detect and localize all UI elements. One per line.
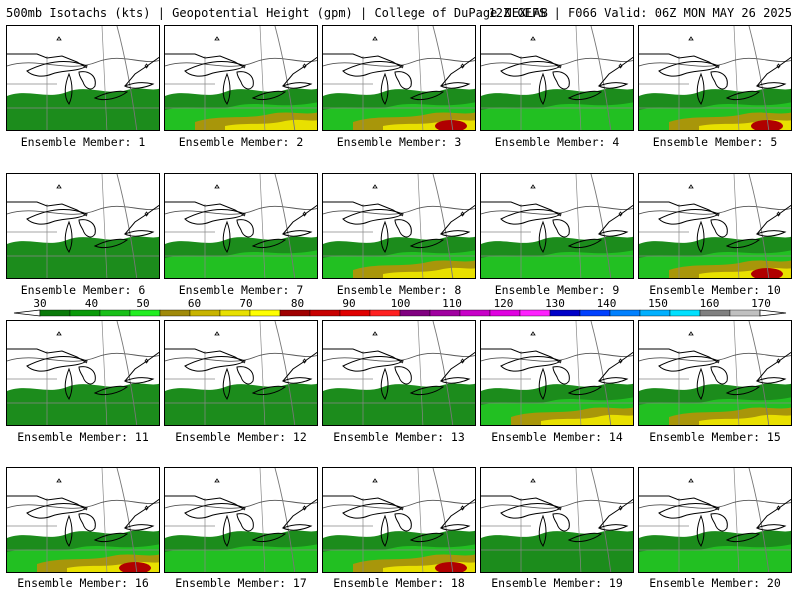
color-scale-swatch [99,309,131,317]
header-title: 500mb Isotachs (kts) | Geopotential Heig… [6,6,548,20]
color-scale-swatch [459,309,491,317]
color-scale-swatch [339,309,371,317]
ensemble-member-map [6,173,160,279]
ensemble-member-caption: Ensemble Member: 3 [336,135,462,149]
map-header: 500mb Isotachs (kts) | Geopotential Heig… [6,6,796,22]
ensemble-member-caption: Ensemble Member: 2 [178,135,304,149]
color-scale-swatch [69,309,101,317]
color-scale-swatch [489,309,521,317]
ensemble-member-map [638,25,792,131]
color-scale-swatch [159,309,191,317]
scale-max-arrow [759,309,787,317]
ensemble-member-caption: Ensemble Member: 13 [333,430,465,444]
ensemble-member-map [6,25,160,131]
ensemble-member-caption: Ensemble Member: 19 [491,576,623,590]
scale-min-arrow [13,309,41,317]
ensemble-member-caption: Ensemble Member: 14 [491,430,623,444]
color-scale-label: 130 [545,297,565,310]
ensemble-member-map [480,467,634,573]
color-scale-swatch [669,309,701,317]
color-scale-swatch [579,309,611,317]
ensemble-member-caption: Ensemble Member: 12 [175,430,307,444]
color-scale-label: 60 [187,297,202,310]
ensemble-member-caption: Ensemble Member: 6 [20,283,146,297]
ensemble-member-map [164,320,318,426]
color-scale-swatch [129,309,161,317]
color-scale-label: 90 [342,297,356,310]
ensemble-member-map [480,320,634,426]
ensemble-member-map [638,173,792,279]
color-scale-label: 110 [442,297,462,310]
ensemble-member-map [164,467,318,573]
color-scale-label: 50 [136,297,150,310]
color-scale-swatch [39,309,71,317]
color-scale-label: 140 [596,297,617,310]
color-scale-swatch [429,309,461,317]
ensemble-member-map [638,467,792,573]
color-scale-swatch [309,309,341,317]
color-scale-swatch [369,309,401,317]
color-scale-label: 100 [390,297,411,310]
ensemble-member-map [6,467,160,573]
color-scale-label: 40 [84,297,99,310]
ensemble-member-map [322,467,476,573]
ensemble-member-caption: Ensemble Member: 7 [178,283,304,297]
color-scale-swatch [639,309,671,317]
ensemble-member-map [480,173,634,279]
color-scale-swatch [279,309,311,317]
ensemble-member-map [480,25,634,131]
color-scale-label: 160 [699,297,720,310]
color-scale-swatch [609,309,641,317]
ensemble-member-caption: Ensemble Member: 9 [494,283,620,297]
color-scale-swatch [219,309,251,317]
ensemble-member-caption: Ensemble Member: 20 [649,576,781,590]
color-scale-swatch [189,309,221,317]
color-scale-label: 150 [648,297,668,310]
ensemble-member-caption: Ensemble Member: 18 [333,576,465,590]
ensemble-member-caption: Ensemble Member: 1 [20,135,146,149]
ensemble-member-caption: Ensemble Member: 16 [17,576,149,590]
color-scale-label: 70 [239,297,253,310]
ensemble-member-map [164,173,318,279]
color-scale-swatch [399,309,431,317]
ensemble-member-map [6,320,160,426]
ensemble-member-map [164,25,318,131]
ensemble-member-caption: Ensemble Member: 5 [652,135,778,149]
color-scale-label: 170 [751,297,771,310]
header-run-info: 12Z GEFS | F066 Valid: 06Z MON MAY 26 20… [488,6,792,20]
ensemble-member-caption: Ensemble Member: 8 [336,283,462,297]
color-scale-swatch [519,309,551,317]
ensemble-member-caption: Ensemble Member: 11 [17,430,149,444]
color-scale-label: 120 [493,297,514,310]
ensemble-member-caption: Ensemble Member: 10 [649,283,781,297]
color-scale-swatch [699,309,731,317]
color-scale-swatch [729,309,761,317]
ensemble-member-map [638,320,792,426]
isotach-color-scale [13,309,787,317]
color-scale-label: 30 [33,297,47,310]
ensemble-member-map [322,25,476,131]
ensemble-member-caption: Ensemble Member: 15 [649,430,781,444]
color-scale-label: 80 [290,297,305,310]
ensemble-member-map [322,173,476,279]
ensemble-member-caption: Ensemble Member: 17 [175,576,307,590]
color-scale-swatch [549,309,581,317]
ensemble-member-map [322,320,476,426]
color-scale-swatch [249,309,281,317]
ensemble-member-caption: Ensemble Member: 4 [494,135,620,149]
